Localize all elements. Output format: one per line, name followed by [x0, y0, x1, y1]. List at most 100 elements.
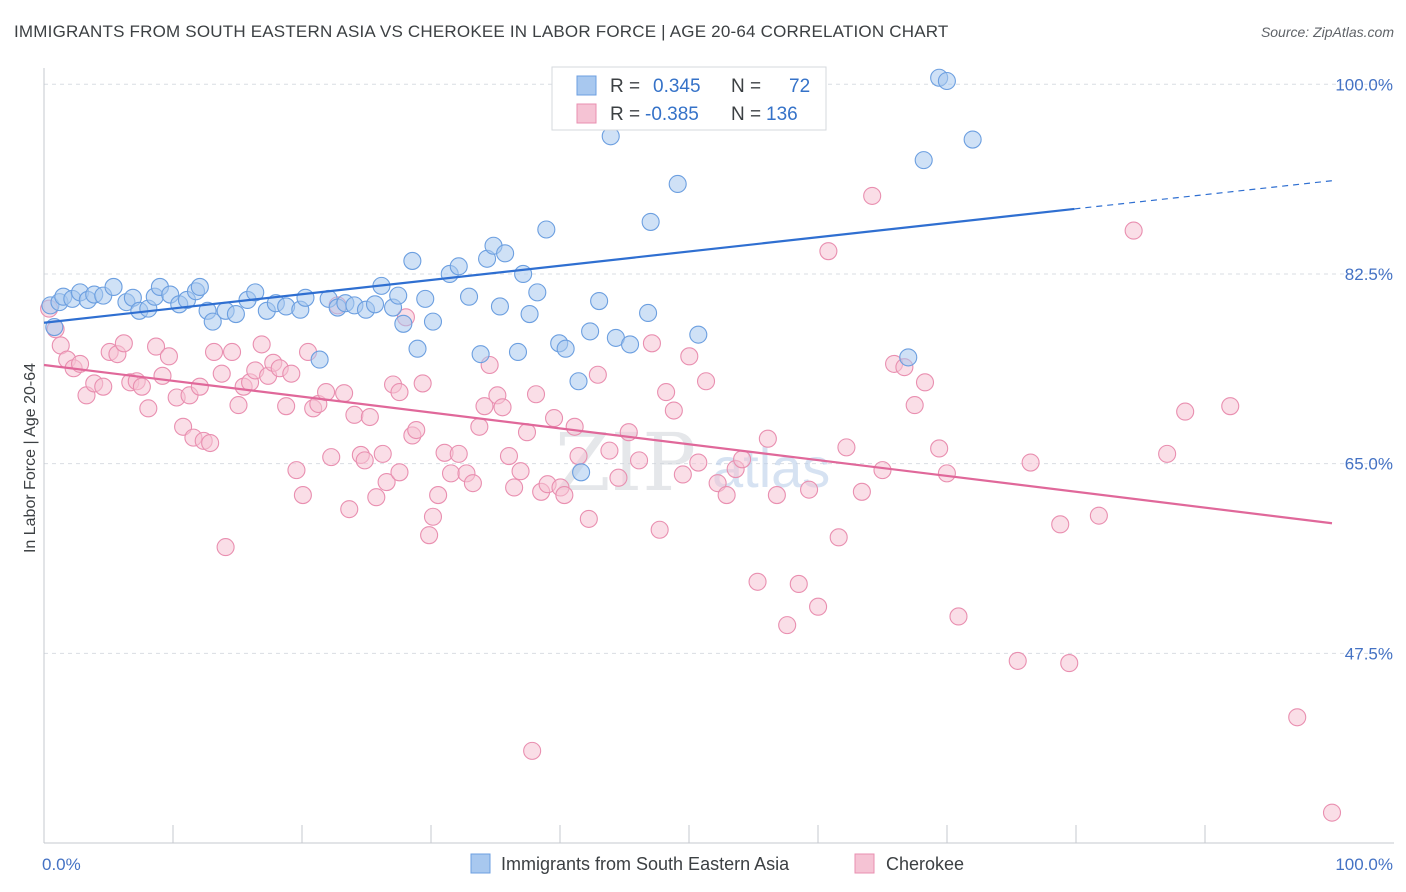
blue-point-50 — [471, 345, 490, 364]
pink-point-103 — [717, 486, 736, 505]
blue-point-32 — [310, 350, 329, 369]
blue-point-46 — [423, 312, 443, 331]
pink-point-121 — [905, 396, 924, 415]
pink-point-108 — [767, 486, 786, 505]
blue-point-56 — [514, 264, 533, 283]
pink-point-67 — [441, 464, 461, 483]
blue-point-44 — [408, 339, 427, 358]
blue-point-69 — [639, 303, 658, 323]
y-tick-labels: 100.0% 82.5% 65.0% 47.5% — [1335, 75, 1393, 663]
pink-point-134 — [1221, 397, 1240, 416]
pink-point-18 — [159, 347, 178, 366]
pink-point-48 — [335, 384, 354, 403]
pink-point-78 — [511, 462, 530, 481]
legend-r-label-blue: R = — [610, 76, 640, 97]
legend-r-label-pink: R = — [610, 104, 640, 125]
blue-point-77 — [899, 348, 918, 367]
pink-point-14 — [132, 377, 151, 396]
bottom-legend-swatch-pink — [854, 853, 875, 874]
pink-point-105 — [733, 450, 752, 469]
pink-point-111 — [800, 480, 819, 499]
pink-point-11 — [114, 334, 133, 353]
x-tick-label-1: 100.0% — [1335, 855, 1393, 874]
pink-point-77 — [505, 478, 524, 497]
pink-point-55 — [373, 444, 392, 463]
blue-point-61 — [556, 339, 575, 358]
blue-point-70 — [641, 212, 660, 231]
pink-point-65 — [429, 486, 448, 505]
blue-point-53 — [490, 297, 510, 316]
pink-point-29 — [222, 342, 242, 362]
blue-point-64 — [581, 322, 600, 341]
y-tick-label-3: 47.5% — [1345, 644, 1393, 663]
pink-point-16 — [147, 337, 166, 356]
pink-point-75 — [493, 398, 512, 417]
pink-point-88 — [579, 509, 598, 528]
pink-point-46 — [322, 448, 341, 467]
blue-point-54 — [496, 244, 515, 263]
blue-point-22 — [203, 312, 222, 331]
x-tick-labels: 0.0% 100.0% — [42, 855, 1393, 874]
legend-swatch-blue — [576, 75, 597, 96]
y-tick-label-2: 65.0% — [1345, 455, 1393, 474]
pink-point-114 — [829, 528, 848, 547]
pink-point-79 — [517, 423, 537, 442]
pink-point-128 — [1051, 515, 1070, 534]
blue-point-76 — [963, 130, 982, 149]
legend-n-value-blue: 72 — [789, 76, 810, 97]
pink-point-118 — [873, 461, 892, 480]
blue-point-65 — [590, 291, 609, 311]
blue-point-26 — [246, 283, 265, 302]
pink-point-8 — [94, 377, 113, 396]
pink-point-50 — [345, 405, 364, 424]
pink-point-61 — [407, 420, 426, 440]
pink-point-112 — [809, 597, 828, 616]
blue-point-24 — [226, 304, 245, 324]
y-axis-title: In Labor Force | Age 20-64 — [22, 363, 39, 553]
pink-point-58 — [390, 383, 409, 402]
pink-point-70 — [463, 474, 482, 493]
trend-lines — [43, 180, 1333, 525]
pink-point-137 — [523, 741, 542, 760]
pink-point-76 — [499, 446, 519, 466]
pink-point-87 — [569, 446, 588, 466]
blue-point-68 — [620, 335, 640, 354]
pink-point-68 — [449, 444, 468, 463]
source-label: Source: ZipAtlas.com — [1260, 24, 1394, 40]
pink-point-26 — [204, 342, 224, 362]
blue-point-63 — [572, 463, 591, 482]
pink-point-131 — [1124, 221, 1143, 240]
pink-point-71 — [470, 417, 489, 436]
blue-point-20 — [190, 277, 209, 297]
blue-point-9 — [104, 277, 123, 297]
pink-point-132 — [1158, 444, 1177, 463]
pink-point-116 — [852, 482, 871, 501]
pink-trend-line — [43, 363, 1333, 525]
pink-point-27 — [212, 364, 231, 383]
blue-point-59 — [537, 220, 556, 239]
pink-point-53 — [360, 407, 379, 427]
pink-point-96 — [657, 383, 676, 402]
legend-r-value-blue: 0.345 — [653, 76, 701, 97]
pink-point-23 — [190, 377, 209, 396]
blue-point-72 — [689, 325, 708, 344]
pink-point-94 — [642, 334, 661, 353]
sea-immigrant-points — [41, 68, 982, 482]
pink-point-99 — [680, 347, 699, 366]
pink-point-80 — [526, 385, 546, 404]
pink-point-109 — [778, 616, 797, 635]
pink-point-98 — [673, 465, 692, 484]
pink-point-95 — [650, 520, 669, 539]
pink-point-64 — [423, 507, 443, 526]
pink-point-28 — [216, 538, 235, 557]
pink-point-97 — [664, 401, 683, 420]
pink-point-113 — [819, 242, 838, 261]
pink-point-110 — [789, 574, 808, 593]
legend-swatch-pink — [576, 103, 597, 124]
pink-point-34 — [252, 335, 271, 354]
blue-point-75 — [937, 71, 956, 91]
legend-n-label-pink: N = — [731, 104, 761, 125]
y-tick-label-1: 82.5% — [1345, 265, 1393, 284]
pink-point-15 — [139, 399, 158, 418]
